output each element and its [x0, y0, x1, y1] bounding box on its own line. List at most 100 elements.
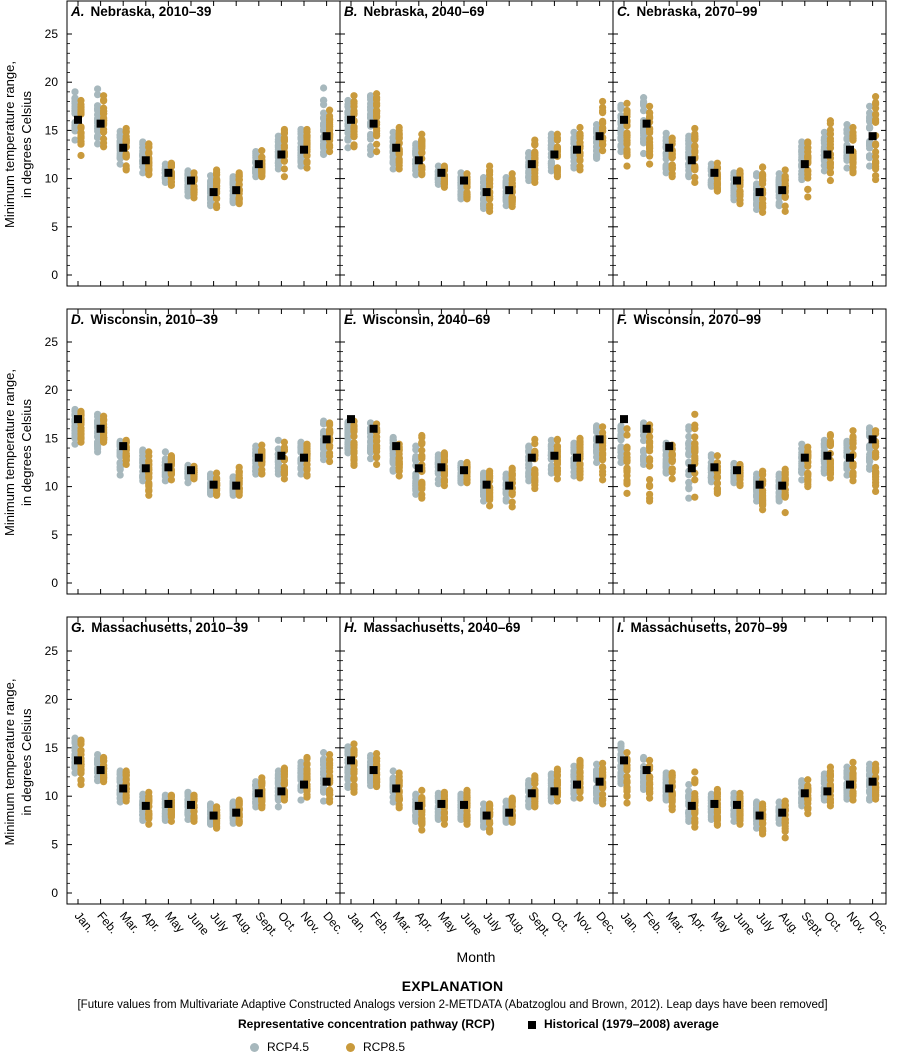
- historical-marker: [209, 480, 218, 489]
- rcp45-point: [685, 494, 693, 502]
- panel-letter: B.: [344, 4, 358, 19]
- historical-marker: [550, 451, 559, 460]
- rcp85-point: [623, 450, 631, 458]
- historical-marker: [846, 453, 854, 462]
- historical-marker: [595, 435, 604, 444]
- rcp85-point: [280, 127, 288, 135]
- rcp85-point: [122, 153, 130, 161]
- historical-marker: [164, 168, 173, 177]
- historical-marker: [392, 784, 401, 793]
- rcp85-point: [486, 801, 494, 809]
- rcp45-point: [71, 88, 79, 96]
- rcp45-point: [71, 109, 79, 118]
- rcp85-point: [373, 148, 381, 156]
- rcp45-point: [866, 140, 874, 148]
- panel-b: B. Nebraska, 2040–69: [339, 0, 614, 287]
- historical-marker: [164, 799, 173, 808]
- rcp85-point: [486, 495, 494, 503]
- rcp45-point: [94, 91, 102, 99]
- rcp45-point: [184, 171, 192, 179]
- historical-marker: [460, 800, 468, 809]
- historical-marker: [300, 453, 308, 462]
- rcp45-point: [730, 192, 738, 200]
- rcp85-point: [258, 168, 266, 176]
- rcp85-point: [77, 747, 85, 755]
- rcp85-point: [553, 466, 562, 475]
- rcp45-point: [139, 471, 147, 480]
- historical-marker: [595, 132, 604, 141]
- y-tick-label: 25: [45, 644, 59, 658]
- rcp85-point: [373, 460, 381, 469]
- rcp45-point: [94, 132, 102, 140]
- rcp45-point: [866, 152, 874, 160]
- rcp45-point: [139, 144, 147, 152]
- historical-marker: [300, 780, 308, 789]
- rcp45-point: [207, 194, 215, 202]
- rcp45-point: [525, 173, 533, 181]
- historical-marker: [232, 808, 241, 817]
- rcp85-point: [576, 138, 584, 147]
- y-tick-label: 15: [45, 741, 59, 755]
- rcp45-point: [297, 127, 305, 136]
- rcp45-point: [685, 135, 693, 143]
- historical-marker: [322, 435, 331, 444]
- rcp85-point: [145, 473, 153, 481]
- rcp45-point: [662, 137, 670, 145]
- rcp85-point: [418, 148, 426, 156]
- rcp85-point: [826, 441, 835, 449]
- panel-c: C. Nebraska, 2070–99: [612, 0, 887, 287]
- rcp85-point: [486, 204, 494, 212]
- x-tick-label: Nov.: [571, 909, 597, 936]
- rcp85-point: [213, 201, 221, 209]
- rcp85-point: [463, 815, 471, 823]
- rcp85-point: [440, 475, 448, 484]
- rcp85-point: [508, 174, 516, 182]
- historical-marker: [277, 150, 286, 159]
- rcp85-point: [531, 797, 539, 805]
- historical-marker: [414, 464, 423, 473]
- rcp85-point: [576, 162, 584, 170]
- rcp85-point: [508, 498, 516, 506]
- rcp85-point: [77, 776, 85, 784]
- panel-title-text: Wisconsin, 2070–99: [634, 312, 761, 327]
- rcp85-point: [781, 475, 789, 483]
- rcp85-point: [691, 173, 699, 182]
- y-tick-label: 0: [51, 268, 58, 282]
- rcp85-point: [395, 150, 403, 159]
- rcp85-point: [326, 112, 334, 120]
- rcp85-point: [350, 125, 358, 133]
- y-tick-label: 20: [45, 75, 59, 89]
- rcp85-point: [418, 446, 426, 454]
- rcp85-point: [167, 178, 175, 186]
- rcp85-point: [623, 129, 631, 137]
- rcp45-point: [547, 143, 556, 152]
- rcp85-point: [849, 153, 857, 161]
- rcp85-point: [691, 476, 699, 484]
- rcp85-point: [213, 169, 221, 177]
- historical-marker: [209, 811, 218, 820]
- rcp85-point: [418, 819, 426, 827]
- rcp45-point: [502, 178, 510, 186]
- historical-marker: [232, 481, 241, 490]
- rcp45-point: [480, 175, 488, 183]
- rcp85-point: [508, 796, 516, 804]
- rcp45-point: [94, 127, 102, 135]
- rcp85-point: [804, 469, 812, 477]
- panel-frame: [339, 616, 614, 905]
- rcp45-point: [525, 167, 533, 175]
- rcp85-point: [553, 771, 562, 779]
- rcp85-point: [100, 754, 108, 763]
- rcp45-point: [866, 102, 874, 110]
- rcp85-point: [258, 779, 266, 787]
- panel-letter: G.: [71, 620, 85, 635]
- rcp85-point: [804, 171, 812, 179]
- panel-title: C. Nebraska, 2070–99: [617, 4, 757, 19]
- rcp45-point: [753, 180, 761, 188]
- historical-marker: [482, 188, 491, 197]
- historical-marker: [778, 186, 787, 195]
- y-tick-label: 25: [45, 27, 59, 41]
- y-tick-label: 20: [45, 692, 59, 706]
- rcp85-point: [576, 156, 584, 164]
- rcp85-point: [668, 165, 676, 173]
- historical-marker: [550, 150, 559, 159]
